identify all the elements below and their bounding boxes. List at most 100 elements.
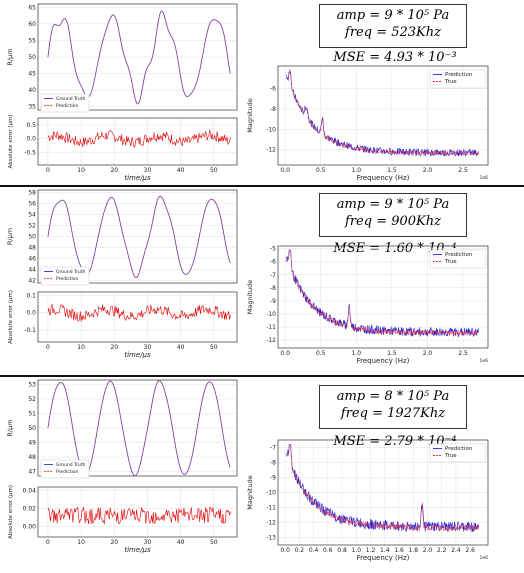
ytick-label-5-2: -7	[270, 272, 276, 279]
ytick-label-5-1: -6	[270, 259, 276, 266]
legend-label-8-0: Prediction	[445, 446, 473, 452]
xtick-label-8-3: 0.6	[323, 547, 333, 554]
ytick-label-6-4: 51	[28, 410, 36, 417]
ytick-label-7-0: 0.00	[23, 523, 37, 530]
series-line-7-0	[47, 506, 231, 525]
xtick-label-1-0: 0	[46, 167, 50, 174]
ytick-label-1-0: -0.5	[24, 150, 36, 157]
ytick-label-0-4: 55	[28, 37, 36, 44]
legend-label-6-0: Ground Truth	[56, 462, 86, 468]
legend-label-2-0: Prediction	[445, 72, 473, 78]
xtick-label-8-10: 2.0	[423, 547, 433, 554]
xtick-label-8-13: 2.6	[465, 547, 475, 554]
legend-box-8	[429, 443, 487, 463]
xtick-label-8-2: 0.4	[309, 547, 319, 554]
xtick-label-8-11: 2.2	[437, 547, 447, 554]
series-line-2-1	[286, 68, 480, 157]
ytick-label-1-1: 0.0	[26, 136, 36, 143]
plot-frame-4	[37, 291, 238, 343]
ytick-label-3-3: 48	[28, 244, 36, 251]
legend-box-2	[429, 69, 487, 89]
ylabel-8: Magnitude	[246, 475, 254, 509]
legend-label-5-1: True	[444, 259, 457, 265]
legend-label-0-1: Prediction	[56, 103, 79, 109]
ytick-label-6-3: 50	[28, 425, 36, 432]
ylabel-7: Absolute error (μm)	[8, 485, 14, 539]
xtick-label-8-7: 1.4	[380, 547, 390, 554]
plot-frame-8	[277, 439, 489, 546]
ytick-label-5-4: -9	[270, 298, 276, 305]
ytick-label-4-0: -0.1	[24, 327, 36, 334]
xtick-label-4-5: 50	[210, 344, 218, 351]
legend-label-5-0: Prediction	[445, 252, 473, 258]
xtick-label-4-1: 10	[77, 344, 85, 351]
series-line-8-1	[286, 444, 480, 532]
xlabel-2: Frequency (Hz)	[357, 174, 410, 182]
ytick-label-8-5: -12	[266, 520, 276, 527]
xtick-label-8-12: 2.4	[451, 547, 461, 554]
xlabel-5: Frequency (Hz)	[357, 357, 410, 365]
ytick-label-6-0: 47	[28, 469, 36, 476]
ytick-label-3-2: 46	[28, 255, 36, 262]
ylabel-2: Magnitude	[246, 98, 254, 132]
xtick-label-4-2: 20	[110, 344, 118, 351]
ytick-label-6-6: 53	[28, 381, 36, 388]
xtick-label-8-8: 1.6	[394, 547, 404, 554]
legend-label-0-0: Ground Truth	[56, 96, 86, 102]
xtick-label-7-2: 20	[110, 539, 118, 546]
ytick-label-5-3: -8	[270, 285, 276, 292]
ytick-label-2-2: -10	[266, 126, 276, 133]
param-box-2: amp = 9 * 10⁵ Pa freq = 900Khz	[319, 193, 467, 237]
param-box-3: amp = 8 * 10⁵ Pa freq = 1927Khz	[319, 385, 467, 429]
ytick-label-0-3: 50	[28, 54, 36, 61]
xtick-label-1-1: 10	[77, 167, 85, 174]
ytick-label-8-2: -9	[270, 475, 276, 482]
xlabel-7: time/μs	[124, 546, 151, 554]
ytick-label-0-5: 60	[28, 21, 36, 28]
xlabel-8: Frequency (Hz)	[357, 554, 410, 562]
xtick-label-8-6: 1.2	[366, 547, 376, 554]
xtick-label-2-0: 0.0	[280, 167, 290, 174]
plot-frame-2	[277, 65, 489, 166]
xtick-label-7-5: 50	[210, 539, 218, 546]
ytick-label-3-5: 52	[28, 223, 36, 230]
series-line-4-0	[47, 303, 231, 322]
xtick-label-2-2: 1.0	[352, 167, 362, 174]
row-separator-1	[0, 185, 524, 187]
xtick-label-2-5: 2.5	[458, 167, 468, 174]
ylabel-6: R/μm	[6, 419, 14, 436]
legend-label-8-1: True	[444, 453, 457, 459]
ytick-label-4-1: 0.0	[26, 310, 36, 317]
series-line-5-0	[286, 249, 480, 338]
ytick-label-3-1: 44	[28, 266, 36, 273]
xlabel-4: time/μs	[124, 351, 151, 359]
param-box-1: amp = 9 * 10⁵ Pa freq = 523Khz	[319, 4, 467, 48]
xtick-label-1-5: 50	[210, 167, 218, 174]
xtick-label-7-0: 0	[46, 539, 50, 546]
xtick-label-5-1: 0.5	[316, 350, 326, 357]
ytick-label-5-0: -5	[270, 246, 276, 253]
xtick-label-2-3: 1.5	[387, 167, 397, 174]
legend-label-2-1: True	[444, 79, 457, 85]
xtick-label-7-3: 30	[144, 539, 152, 546]
ytick-label-3-4: 50	[28, 234, 36, 241]
xtick-label-1-3: 30	[144, 167, 152, 174]
xtick-label-2-1: 0.5	[316, 167, 326, 174]
ytick-label-4-2: 0.1	[26, 292, 36, 299]
mse-text-1: MSE = 4.93 * 10⁻³	[333, 50, 457, 65]
xtick-label-8-0: 0.0	[280, 547, 290, 554]
plot-frame-6	[37, 379, 238, 477]
ytick-label-8-3: -10	[266, 490, 276, 497]
ytick-label-8-1: -8	[270, 460, 276, 467]
xtick-label-5-4: 2.0	[423, 350, 433, 357]
plot-frame-3	[37, 189, 238, 284]
ytick-label-6-2: 49	[28, 440, 36, 447]
ytick-label-7-1: 0.02	[23, 505, 37, 512]
ytick-label-5-5: -10	[266, 311, 276, 318]
series-line-3-0	[47, 195, 231, 279]
series-line-6-1	[47, 380, 231, 477]
ytick-label-1-2: 0.5	[26, 122, 36, 129]
ytick-label-0-6: 65	[28, 4, 36, 11]
xtick-label-2-4: 2.0	[423, 167, 433, 174]
